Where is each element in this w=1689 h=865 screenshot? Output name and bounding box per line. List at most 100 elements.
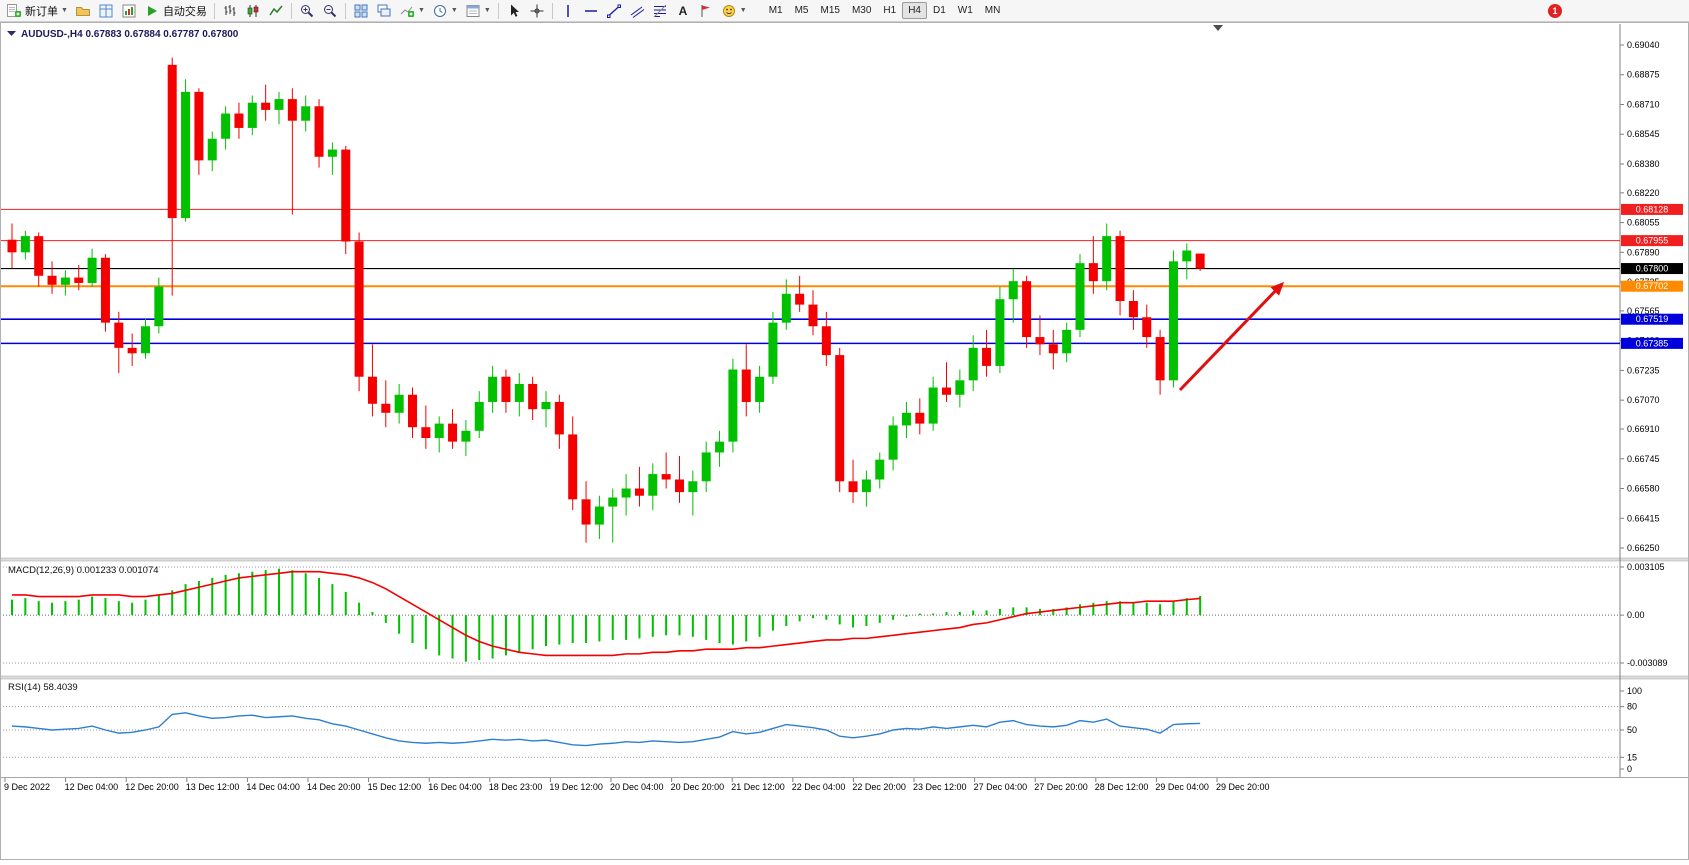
bar-chart-button[interactable] xyxy=(219,1,241,21)
chart-shift-marker[interactable] xyxy=(1213,25,1223,31)
trendline-button[interactable] xyxy=(603,1,625,21)
toolbar-separator xyxy=(551,2,553,19)
fibonacci-button[interactable] xyxy=(649,1,671,21)
price-axis-label: 0.67565 xyxy=(1627,306,1660,316)
macd-level-lines xyxy=(0,566,1620,664)
rsi-axis-label: 0 xyxy=(1627,764,1632,774)
price-axis-label: 0.69040 xyxy=(1627,40,1660,50)
svg-text:0.67800: 0.67800 xyxy=(1636,264,1669,274)
tile-windows-button[interactable] xyxy=(350,1,372,21)
horizontal-line-icon xyxy=(584,9,597,12)
terminal-button[interactable] xyxy=(118,1,140,21)
price-badges: 0.68128 0.67955 0.67800 0.67702 0.67519 0.673… xyxy=(1621,203,1683,349)
line-chart-icon xyxy=(269,5,283,15)
svg-text:0.67385: 0.67385 xyxy=(1636,338,1669,348)
line-chart-button[interactable] xyxy=(265,1,287,21)
new-order-label: 新订单 xyxy=(25,5,58,18)
profiles-button[interactable] xyxy=(72,1,94,21)
price-axis-label: 0.68545 xyxy=(1627,129,1660,139)
svg-text:0.67702: 0.67702 xyxy=(1636,281,1669,291)
crosshair-button[interactable] xyxy=(526,1,548,21)
price-axis-label: 0.67890 xyxy=(1627,247,1660,257)
vertical-line-button[interactable] xyxy=(557,1,579,21)
rsi-axis-label: 15 xyxy=(1627,752,1637,762)
rsi-axis[interactable]: 100 80 50 15 0 xyxy=(1620,686,1642,774)
time-axis-label: 29 Dec 04:00 xyxy=(1155,782,1209,792)
price-badge-067702 xyxy=(1621,280,1683,292)
new-order-button[interactable]: 新订单 ▼ xyxy=(3,1,71,21)
autotrading-button[interactable]: 自动交易 xyxy=(141,1,210,21)
chart-canvas: 0.69040 0.68875 0.68710 0.68545 0.68380 0.682… xyxy=(0,22,1689,860)
trend-arrow[interactable] xyxy=(1178,281,1285,392)
arrows-icon xyxy=(722,4,735,17)
time-axis-label: 23 Dec 12:00 xyxy=(913,782,967,792)
price-axis-label: 0.68055 xyxy=(1627,218,1660,228)
periods-button[interactable]: ▼ xyxy=(429,1,461,21)
new-order-icon xyxy=(7,3,21,17)
tile-windows-icon xyxy=(354,4,368,17)
cursor-button[interactable] xyxy=(503,1,525,21)
svg-text:0.68128: 0.68128 xyxy=(1636,204,1669,214)
timeframe-button-m30[interactable]: M30 xyxy=(846,2,877,19)
time-axis-label: 29 Dec 20:00 xyxy=(1216,782,1270,792)
timeframe-button-m5[interactable]: M5 xyxy=(789,2,815,19)
timeframe-button-h1[interactable]: H1 xyxy=(877,2,902,19)
cascade-windows-button[interactable] xyxy=(373,1,395,21)
main-toolbar: 新订单 ▼ 自动交易 ▼ ▼ ▼ xyxy=(0,0,1689,22)
macd-axis[interactable]: 0.003105 0.00 -0.003089 xyxy=(1620,562,1668,668)
channel-button[interactable] xyxy=(626,1,648,21)
toolbar-separator xyxy=(290,2,292,19)
candlestick-series xyxy=(7,57,1205,543)
time-axis-label: 18 Dec 23:00 xyxy=(489,782,543,792)
price-badge-067519 xyxy=(1621,313,1683,325)
one-click-trading-toggle[interactable] xyxy=(7,31,16,36)
time-axis-label: 22 Dec 04:00 xyxy=(792,782,846,792)
arrows-button[interactable]: ▼ xyxy=(718,1,750,21)
templates-button[interactable]: ▼ xyxy=(462,1,494,21)
timeframe-button-m1[interactable]: M1 xyxy=(763,2,789,19)
time-axis-label: 14 Dec 20:00 xyxy=(307,782,361,792)
cursor-icon xyxy=(510,4,519,17)
chart-window: 0.69040 0.68875 0.68710 0.68545 0.68380 0.682… xyxy=(0,22,1689,860)
macd-histogram xyxy=(11,568,1202,662)
macd-axis-label: 0.003105 xyxy=(1627,562,1665,572)
time-axis-label: 16 Dec 04:00 xyxy=(428,782,482,792)
time-axis[interactable]: 9 Dec 2022 12 Dec 04:00 12 Dec 20:00 13 Dec… xyxy=(4,778,1270,792)
timeframe-button-mn[interactable]: MN xyxy=(979,2,1007,19)
zoom-in-button[interactable] xyxy=(296,1,318,21)
price-axis[interactable]: 0.69040 0.68875 0.68710 0.68545 0.68380 0.682… xyxy=(1619,24,1660,777)
indicators-button[interactable]: ▼ xyxy=(396,1,428,21)
chevron-down-icon: ▼ xyxy=(417,7,425,14)
market-watch-button[interactable] xyxy=(95,1,117,21)
time-axis-label: 12 Dec 04:00 xyxy=(65,782,119,792)
periods-icon xyxy=(433,4,446,17)
price-axis-label: 0.68220 xyxy=(1627,188,1660,198)
timeframe-button-d1[interactable]: D1 xyxy=(927,2,952,19)
zoom-out-icon xyxy=(323,4,337,17)
time-axis-label: 28 Dec 12:00 xyxy=(1095,782,1149,792)
text-icon: A xyxy=(678,4,687,18)
timeframe-button-w1[interactable]: W1 xyxy=(952,2,979,19)
price-axis-label: 0.66250 xyxy=(1627,543,1660,553)
timeframe-button-h4[interactable]: H4 xyxy=(902,2,927,19)
panel-splitter-rsi[interactable] xyxy=(0,675,1689,680)
price-axis-label: 0.66415 xyxy=(1627,513,1660,523)
panel-splitter-macd[interactable] xyxy=(0,557,1689,562)
candlestick-chart-button[interactable] xyxy=(242,1,264,21)
chevron-down-icon: ▼ xyxy=(450,7,458,14)
time-axis-label: 13 Dec 12:00 xyxy=(186,782,240,792)
zoom-in-icon xyxy=(300,4,314,17)
macd-axis-label: -0.003089 xyxy=(1627,658,1668,668)
zoom-out-button[interactable] xyxy=(319,1,341,21)
timeframe-button-m15[interactable]: M15 xyxy=(815,2,846,19)
label-button[interactable] xyxy=(695,1,717,21)
text-button[interactable]: A xyxy=(672,1,694,21)
time-axis-label: 20 Dec 20:00 xyxy=(671,782,725,792)
price-axis-label: 0.66745 xyxy=(1627,454,1660,464)
notification-badge[interactable]: 1 xyxy=(1548,3,1562,18)
price-axis-label: 0.66580 xyxy=(1627,484,1660,494)
rsi-title: RSI(14) 58.4039 xyxy=(8,682,78,693)
time-axis-label: 12 Dec 20:00 xyxy=(125,782,179,792)
time-axis-label: 22 Dec 20:00 xyxy=(852,782,906,792)
horizontal-line-button[interactable] xyxy=(580,1,602,21)
